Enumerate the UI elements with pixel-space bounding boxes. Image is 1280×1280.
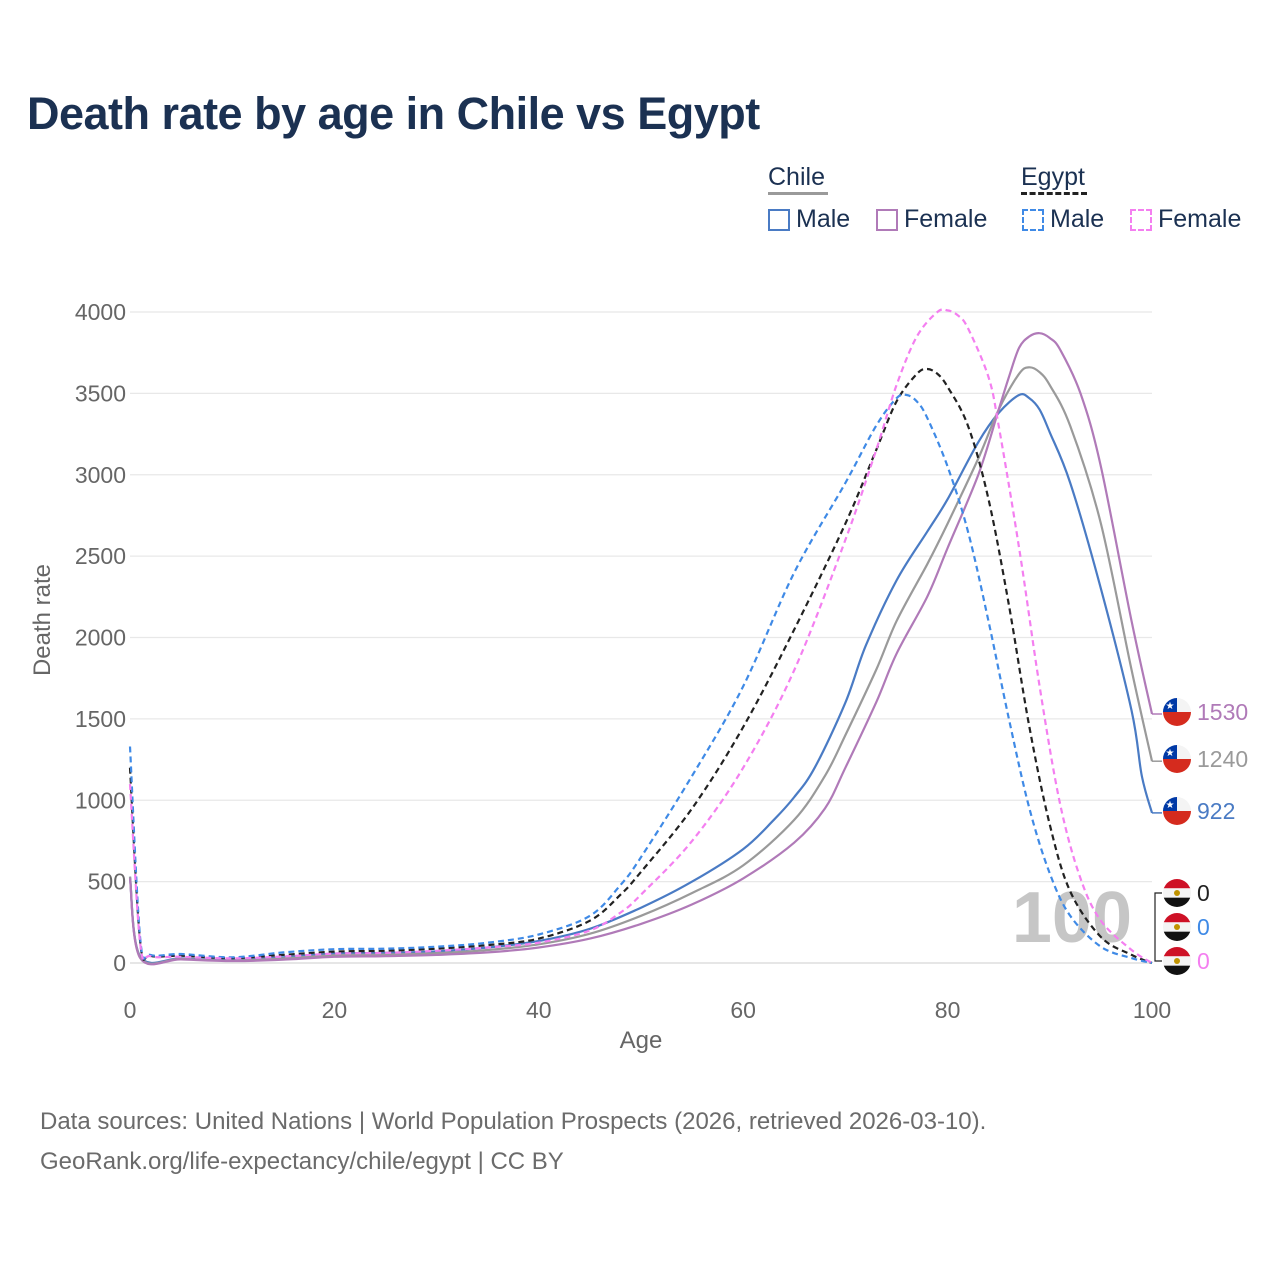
series-line-egypt-male[interactable] [128, 393, 1153, 965]
legend-group-chile[interactable]: Chile [768, 163, 828, 195]
y-tick-label-2000: 2000 [75, 625, 126, 651]
series-line-chile-female[interactable] [128, 332, 1154, 966]
y-tick-label-1500: 1500 [75, 706, 126, 732]
legend-item-chile-female[interactable]: Female [876, 205, 987, 234]
series-lines [128, 308, 1154, 966]
x-tick-label-100: 100 [1133, 997, 1171, 1023]
legend-swatch-egypt-female [1130, 208, 1152, 231]
series-line-chile-total[interactable] [128, 366, 1154, 965]
series-line-chile-male[interactable] [128, 393, 1154, 965]
end-labels: ★ 1530 ★ 1240 ★ 922 0 0 0 [1152, 698, 1248, 975]
y-tick-labels: 0 500 1000 1500 2000 2500 3000 3500 4000 [75, 299, 126, 976]
legend-label-egypt-female: Female [1158, 205, 1242, 233]
legend-label-chile-female: Female [904, 205, 988, 233]
legend-item-egypt-male[interactable]: Male [1022, 205, 1104, 234]
end-label-chile-male: ★ 922 [1152, 797, 1235, 825]
egypt-flag-icon [1163, 913, 1191, 941]
x-tick-label-20: 20 [322, 997, 348, 1023]
legend-swatch-egypt-male [1022, 208, 1044, 231]
chile-flag-icon: ★ [1163, 797, 1191, 825]
grid-lines [130, 311, 1152, 964]
y-tick-label-3500: 3500 [75, 380, 126, 406]
x-tick-label-0: 0 [124, 997, 137, 1023]
x-tick-label-80: 80 [935, 997, 961, 1023]
x-tick-label-60: 60 [730, 997, 756, 1023]
legend-swatch-chile-female [876, 208, 898, 231]
end-label-value: 922 [1197, 798, 1235, 824]
y-tick-label-2500: 2500 [75, 543, 126, 569]
x-axis-label: Age [620, 1027, 663, 1054]
egypt-label-bracket [1154, 892, 1162, 962]
legend-egypt-line [1021, 192, 1087, 195]
y-tick-label-0: 0 [113, 950, 126, 976]
legend-chile-line [768, 192, 828, 195]
chile-flag-icon: ★ [1163, 698, 1191, 726]
chart-title: Death rate by age in Chile vs Egypt [27, 88, 760, 139]
end-label-value: 1530 [1197, 699, 1248, 725]
end-label-value: 0 [1197, 880, 1210, 906]
svg-text:★: ★ [1166, 701, 1175, 712]
end-label-egypt-male: 0 [1163, 913, 1210, 941]
y-tick-label-4000: 4000 [75, 299, 126, 325]
footer-sources: Data sources: United Nations | World Pop… [40, 1108, 987, 1135]
end-label-value: 1240 [1197, 746, 1248, 772]
end-label-chile-total: ★ 1240 [1152, 745, 1248, 773]
legend-group-egypt[interactable]: Egypt [1021, 163, 1087, 195]
svg-text:★: ★ [1166, 748, 1175, 759]
legend-label-egypt-male: Male [1050, 205, 1105, 233]
end-label-value: 0 [1197, 948, 1210, 974]
end-label-chile-female: ★ 1530 [1152, 698, 1248, 726]
y-tick-label-1000: 1000 [75, 787, 126, 813]
footer-link[interactable]: GeoRank.org/life-expectancy/chile/egypt … [40, 1148, 564, 1175]
legend-group-chile-label: Chile [768, 163, 825, 191]
egypt-flag-icon [1163, 879, 1191, 907]
y-axis-label: Death rate [29, 564, 56, 676]
y-tick-label-500: 500 [88, 869, 126, 895]
svg-text:★: ★ [1166, 800, 1175, 811]
end-label-egypt-total: 0 [1163, 879, 1210, 907]
end-label-value: 0 [1197, 914, 1210, 940]
x-tick-label-40: 40 [526, 997, 552, 1023]
series-line-egypt-total[interactable] [128, 367, 1153, 965]
end-label-egypt-female: 0 [1163, 947, 1210, 975]
chile-flag-icon: ★ [1163, 745, 1191, 773]
y-tick-label-3000: 3000 [75, 462, 126, 488]
legend-swatch-chile-male [768, 208, 790, 231]
legend-label-chile-male: Male [796, 205, 851, 233]
x-tick-labels: 0 20 40 60 80 100 [124, 997, 1172, 1023]
legend-group-egypt-label: Egypt [1021, 163, 1085, 191]
series-line-egypt-female[interactable] [128, 308, 1153, 964]
legend-item-egypt-female[interactable]: Female [1130, 205, 1241, 234]
year-watermark: 100 [1012, 878, 1132, 958]
legend-item-chile-male[interactable]: Male [768, 205, 850, 234]
egypt-flag-icon [1163, 947, 1191, 975]
